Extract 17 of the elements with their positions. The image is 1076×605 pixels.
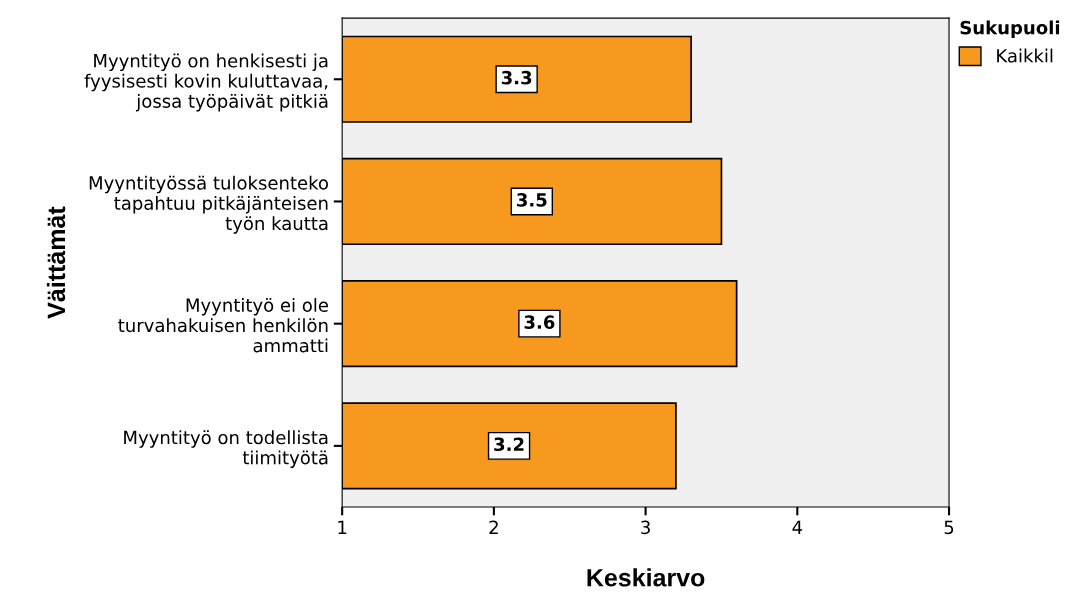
x-tick-label: 1 <box>338 520 347 534</box>
x-tick-label: 5 <box>944 520 954 535</box>
y-axis-title: Väittämät <box>46 206 66 319</box>
legend-title: Sukupuoli <box>960 20 1060 38</box>
data-label: 3.6 <box>524 315 555 329</box>
data-label: 3.5 <box>517 193 547 207</box>
y-tick-label: Myyntityö ei ole turvahakuisen henkilön ammatti <box>118 297 329 353</box>
y-tick-label: Myyntityössä tuloksenteko tapahtuu pitkäjänteisen työn kautta <box>89 175 328 234</box>
y-tick-label: Myyntityö on henkisesti ja fyysisesti kovin kuluttavaa, jossa työpäivät pitkiä <box>84 53 328 112</box>
data-label: 3.2 <box>494 437 524 452</box>
legend-label: Kaikkil <box>997 48 1053 63</box>
data-label: 3.3 <box>501 70 532 85</box>
x-tick-label: 3 <box>641 520 650 535</box>
x-tick-label: 2 <box>489 520 498 534</box>
x-tick-label: 4 <box>792 520 803 534</box>
x-axis-title: Keskiarvo <box>587 568 705 587</box>
y-tick-label: Myyntityö on todellista tiimityötä <box>124 430 328 468</box>
